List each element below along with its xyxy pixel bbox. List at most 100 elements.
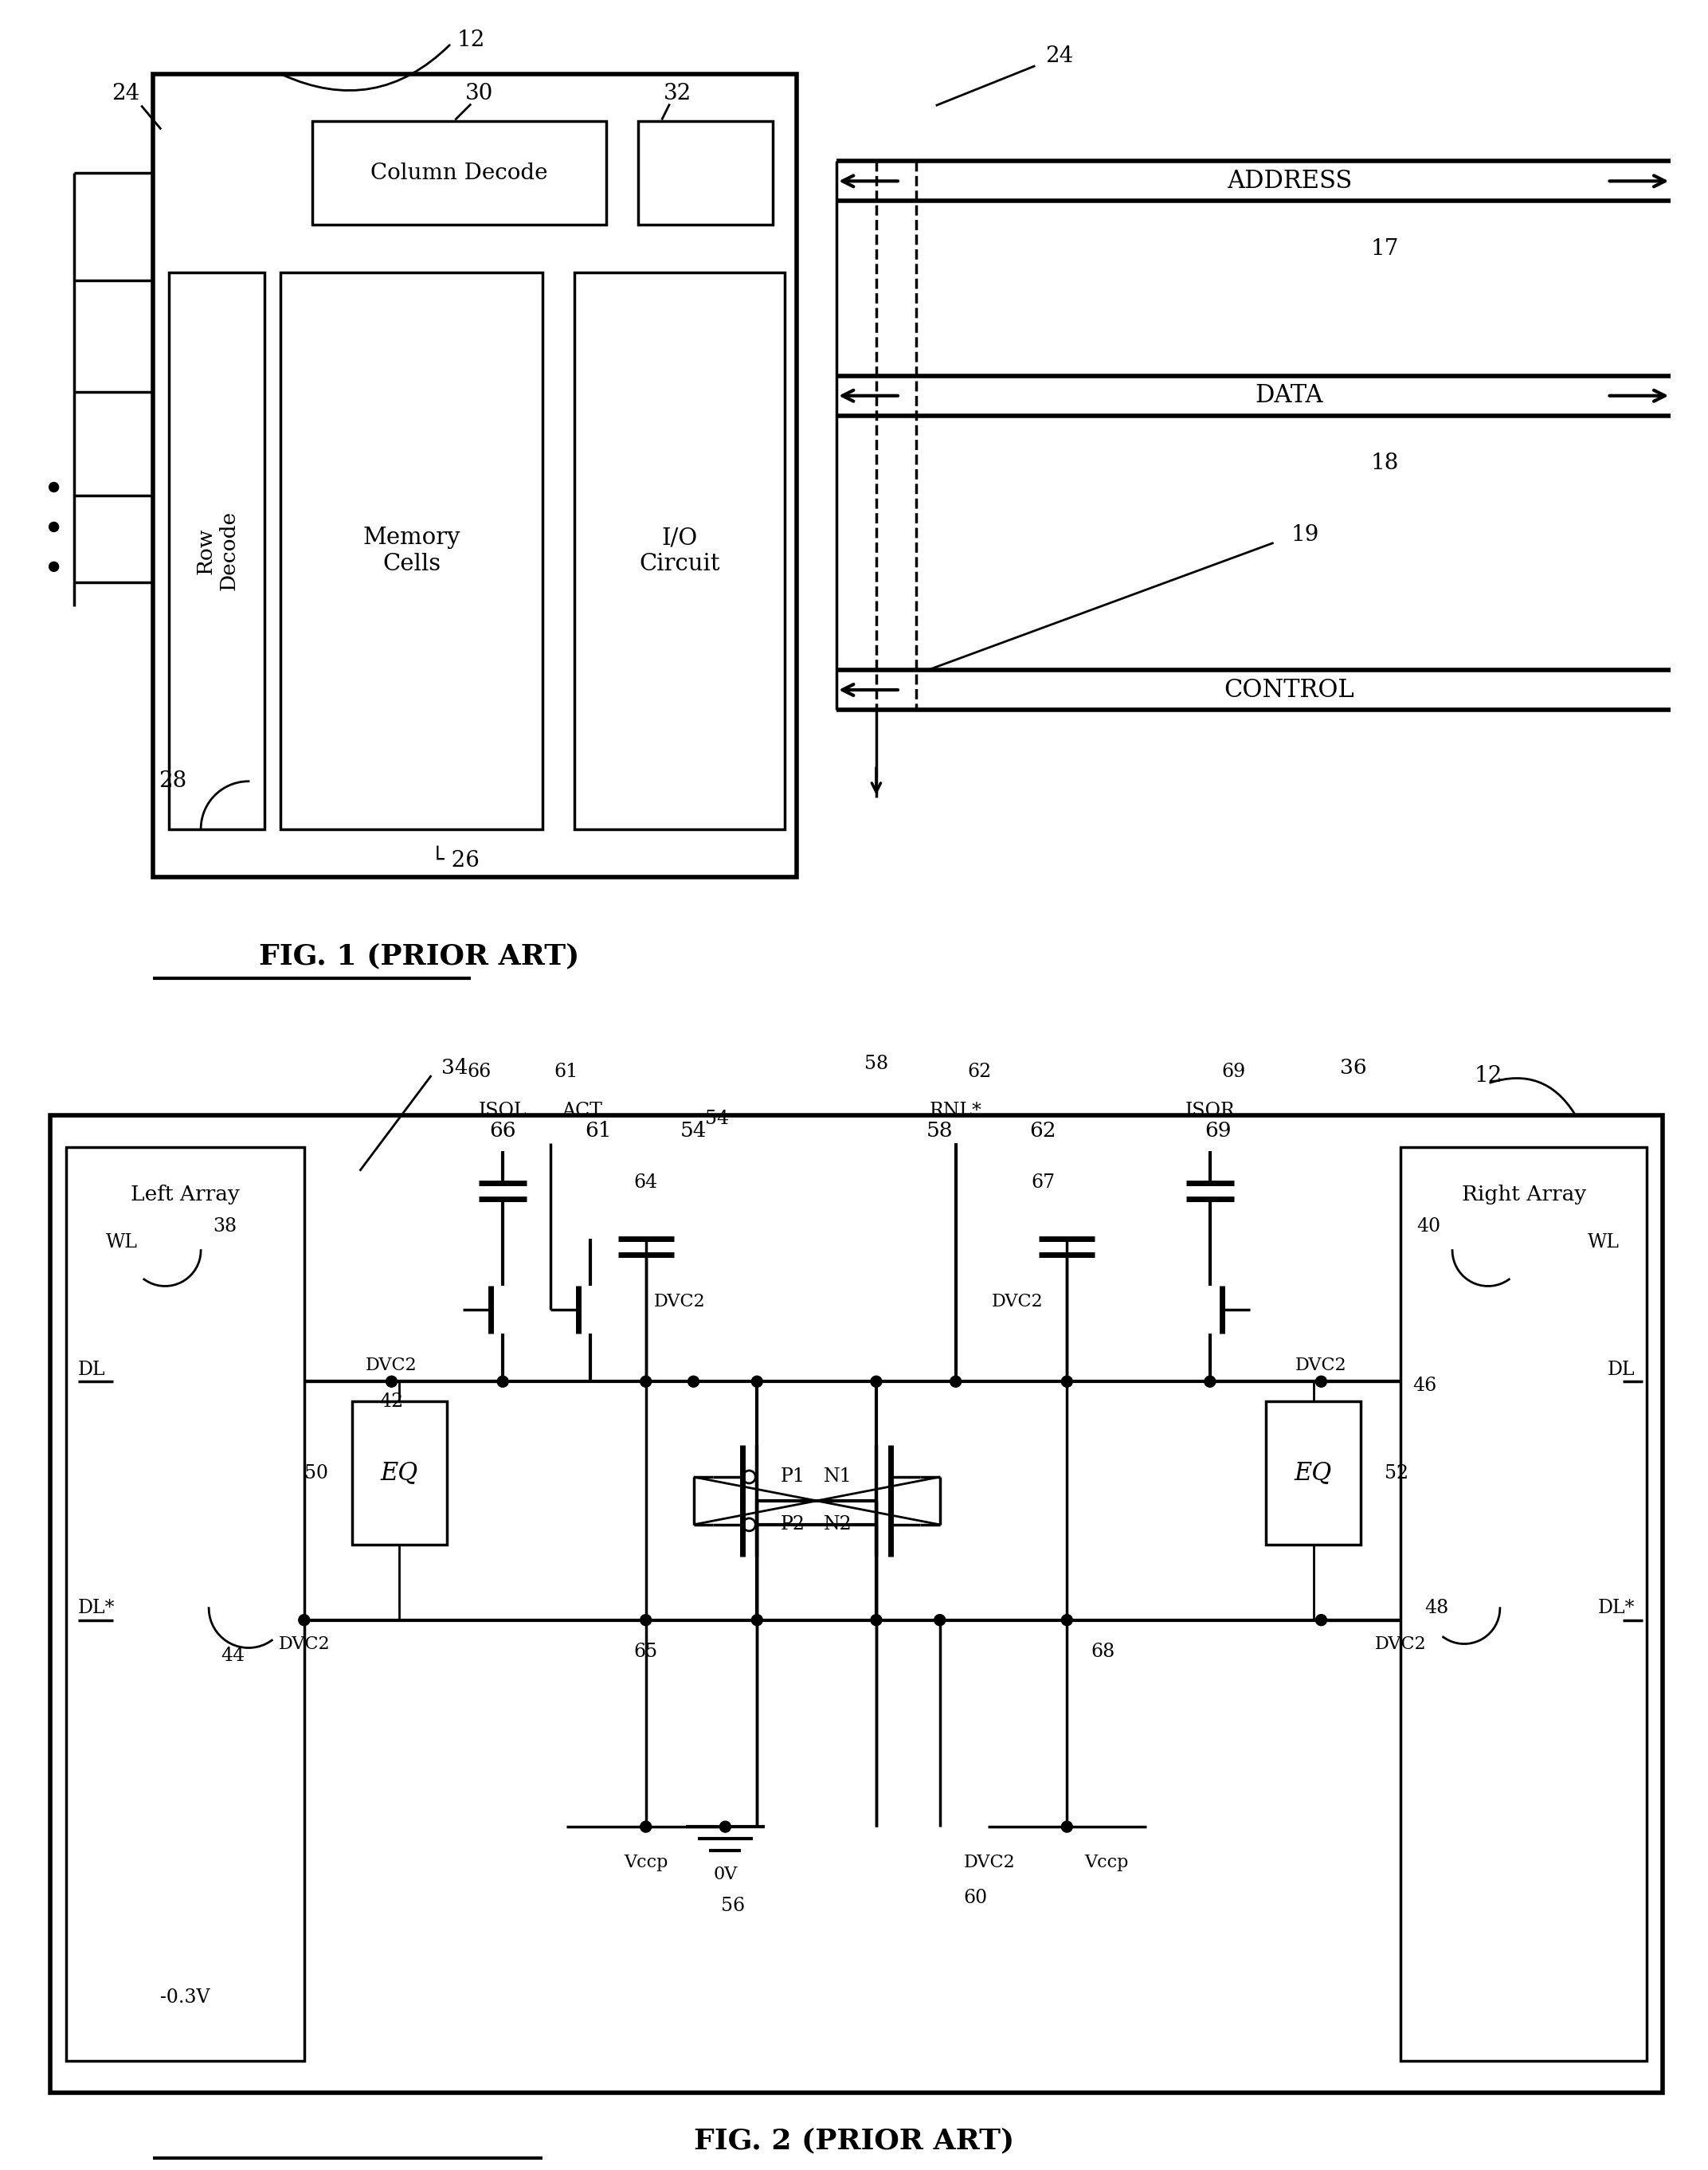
Circle shape [50,482,58,493]
Text: CONTROL: CONTROL [1225,677,1354,703]
Bar [1401,1148,1647,2062]
Circle shape [640,1376,651,1387]
Circle shape [50,523,58,532]
Text: 40: 40 [1416,1217,1440,1235]
Circle shape [719,1821,731,1831]
Circle shape [1315,1614,1327,1625]
Text: 56: 56 [721,1897,745,1916]
Circle shape [871,1614,881,1625]
Text: EQ: EQ [381,1460,418,1484]
Circle shape [50,562,58,571]
Text: 66: 66 [466,1063,490,1081]
Circle shape [1061,1376,1073,1387]
Circle shape [871,1376,881,1387]
Text: Left Array: Left Array [130,1185,239,1204]
Circle shape [688,1376,699,1387]
Text: 54: 54 [680,1122,707,1141]
Circle shape [1061,1614,1073,1625]
Text: 12: 12 [458,30,485,52]
Text: DATA: DATA [1255,384,1324,408]
Text: 44: 44 [220,1647,244,1664]
Text: 19: 19 [1291,525,1319,545]
Text: 58: 58 [864,1055,888,1072]
Text: 65: 65 [634,1643,658,1660]
Text: 52: 52 [1385,1465,1409,1482]
Bar [280,273,543,829]
Text: 62: 62 [1030,1122,1057,1141]
Text: DL*: DL* [1599,1599,1635,1617]
Text: 61: 61 [584,1122,611,1141]
Circle shape [386,1376,398,1387]
Text: FIG. 1 (PRIOR ART): FIG. 1 (PRIOR ART) [260,942,579,970]
Circle shape [1315,1376,1327,1387]
Text: 24: 24 [111,82,140,104]
Text: Memory
Cells: Memory Cells [362,527,459,575]
Circle shape [752,1376,763,1387]
Text: 30: 30 [465,82,494,104]
Text: P1: P1 [781,1467,806,1486]
Text: Row
Decode: Row Decode [195,510,237,590]
Text: DL: DL [77,1361,106,1378]
Circle shape [950,1376,962,1387]
Circle shape [299,1614,309,1625]
Text: 62: 62 [967,1063,992,1081]
Text: 24: 24 [1045,46,1073,67]
Circle shape [934,1614,945,1625]
Text: 69: 69 [1221,1063,1245,1081]
Text: 38: 38 [214,1217,237,1235]
Text: -0.3V: -0.3V [161,1988,210,2007]
Circle shape [1204,1376,1216,1387]
Text: 60: 60 [963,1890,987,1907]
Text: P2: P2 [781,1515,806,1534]
Text: 48: 48 [1424,1599,1448,1617]
Circle shape [640,1614,651,1625]
Text: Vccp: Vccp [1085,1853,1129,1871]
Circle shape [752,1614,763,1625]
Text: 54: 54 [705,1111,729,1128]
Text: ADDRESS: ADDRESS [1226,169,1353,193]
Text: 66: 66 [490,1122,516,1141]
Text: DVC2: DVC2 [366,1356,417,1374]
Text: RNL*: RNL* [929,1102,982,1120]
Bar [169,273,265,829]
Text: ISOL: ISOL [478,1102,528,1120]
Bar [67,1148,304,2062]
Text: ACT: ACT [562,1102,603,1120]
Text: 64: 64 [634,1174,658,1191]
Text: 42: 42 [379,1393,403,1410]
Text: Right Array: Right Array [1462,1185,1587,1204]
Text: DVC2: DVC2 [1375,1636,1426,1654]
Text: 18: 18 [1372,454,1399,473]
Text: └ 26: └ 26 [432,851,480,872]
Bar [352,1402,447,1545]
Text: 0V: 0V [714,1866,738,1884]
Text: 58: 58 [926,1122,953,1141]
Text: DVC2: DVC2 [654,1293,705,1311]
Text: 67: 67 [1032,1174,1056,1191]
Text: DVC2: DVC2 [992,1293,1044,1311]
Text: DL: DL [1607,1361,1635,1378]
Text: WL: WL [106,1233,137,1252]
Text: I/O
Circuit: I/O Circuit [639,527,721,575]
Text: 36: 36 [1339,1057,1366,1078]
Text: DL*: DL* [77,1599,114,1617]
Text: Vccp: Vccp [623,1853,668,1871]
Text: ISOR: ISOR [1185,1102,1235,1120]
Text: 68: 68 [1091,1643,1115,1660]
Text: 69: 69 [1204,1122,1231,1141]
Text: 28: 28 [159,770,188,792]
Text: 50: 50 [304,1465,328,1482]
Bar [313,122,606,226]
Circle shape [1061,1821,1073,1831]
Text: N1: N1 [823,1467,852,1486]
Text: 32: 32 [664,82,692,104]
Text: FIG. 2 (PRIOR ART): FIG. 2 (PRIOR ART) [693,2127,1015,2155]
Bar [154,74,798,877]
Text: WL: WL [1587,1233,1619,1252]
Text: N2: N2 [823,1515,852,1534]
Text: EQ: EQ [1295,1460,1332,1484]
Bar [1266,1402,1361,1545]
Text: Column Decode: Column Decode [371,163,548,184]
Text: 46: 46 [1413,1376,1436,1395]
Text: 12: 12 [1474,1065,1501,1087]
